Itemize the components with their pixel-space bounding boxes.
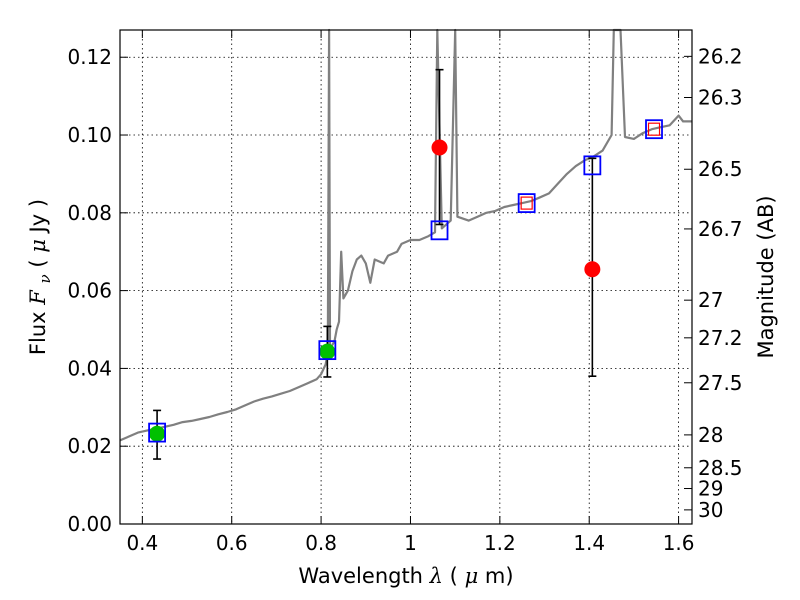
x-axis-unit-rest: m) xyxy=(485,564,514,588)
y-axis-unit-open: ( xyxy=(26,253,50,268)
model-band-square xyxy=(430,220,449,241)
measured-point xyxy=(584,261,601,278)
model-band-square xyxy=(148,422,166,443)
mag-tick-label: 27 xyxy=(698,288,723,312)
x-tick-label: 0.8 xyxy=(305,531,337,555)
y-tick-label: 0.04 xyxy=(67,356,112,380)
x-axis-symbol: λ xyxy=(429,564,443,588)
x-tick-label: 1.4 xyxy=(573,531,605,555)
y-axis-symbol: F xyxy=(26,289,50,306)
model-band-square xyxy=(517,193,536,213)
ticks xyxy=(120,30,692,525)
mag-tick-label: 30 xyxy=(698,498,723,522)
plot-background xyxy=(120,30,692,524)
x-tick-label: 1 xyxy=(404,531,417,555)
model-band-square xyxy=(318,340,337,361)
mag-tick-label: 28.5 xyxy=(698,456,743,480)
y-axis-unit-rest: Jy ) xyxy=(26,199,50,235)
x-axis-unit-mu: μ xyxy=(465,564,479,588)
x-axis-unit-open: ( xyxy=(450,564,458,588)
y-tick-label: 0.02 xyxy=(67,434,112,458)
y-tick-label: 0.00 xyxy=(67,512,112,536)
model-band-square xyxy=(645,119,663,140)
x-tick-label: 1.2 xyxy=(484,531,516,555)
x-axis-label: Wavelength λ ( μ m) xyxy=(298,564,513,588)
y-tick-label: 0.12 xyxy=(67,45,112,69)
y2-axis-label: Magnitude (AB) xyxy=(754,195,778,358)
x-tick-label: 1.6 xyxy=(663,531,695,555)
mag-tick-label: 29 xyxy=(698,477,723,501)
x-tick-label: 0.4 xyxy=(126,531,158,555)
mag-tick-label: 26.5 xyxy=(698,157,743,181)
x-tick-label: 0.6 xyxy=(216,531,248,555)
mag-tick-label: 26.3 xyxy=(698,85,743,109)
y-tick-label: 0.06 xyxy=(67,279,112,303)
mag-tick-label: 27.2 xyxy=(698,326,743,350)
band-flux-square xyxy=(520,196,533,210)
y-tick-label: 0.10 xyxy=(67,123,112,147)
y-axis-subscript: ν xyxy=(36,274,54,283)
markers xyxy=(148,119,663,443)
mag-tick-label: 28 xyxy=(698,423,723,447)
y-axis-label: Flux F ν ( μ Jy ) xyxy=(26,199,55,355)
band-flux-square xyxy=(647,122,661,136)
measured-point xyxy=(431,139,448,156)
model-band-square xyxy=(583,155,602,176)
detection-point xyxy=(149,425,166,442)
tick-labels: 0.4 0.6 0.8 1 1.2 1.4 1.6 0.00 0.02 0.04 0.06 0.08 0… xyxy=(67,44,742,555)
mag-tick-label: 26.2 xyxy=(698,44,743,68)
x-axis-label-prefix: Wavelength xyxy=(298,564,429,588)
mag-tick-label: 26.7 xyxy=(698,217,743,241)
detection-point xyxy=(319,343,336,360)
y-tick-label: 0.08 xyxy=(67,201,112,225)
plot-frame xyxy=(119,29,693,525)
y-axis-label-prefix: Flux xyxy=(26,305,50,355)
mag-tick-label: 27.5 xyxy=(698,371,743,395)
y-axis-unit-mu: μ xyxy=(26,239,50,253)
